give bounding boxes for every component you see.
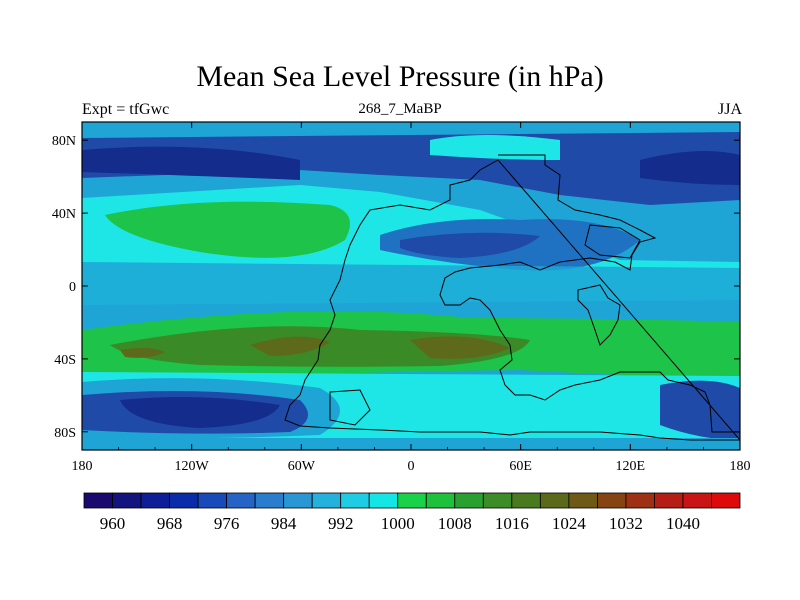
colorbar-swatch bbox=[654, 492, 684, 509]
colorbar-label: 1000 bbox=[381, 514, 415, 533]
colorbar-label: 1032 bbox=[609, 514, 643, 533]
colorbar-swatch bbox=[539, 492, 570, 509]
field-north-low bbox=[82, 130, 740, 205]
colorbar-label: 1040 bbox=[666, 514, 700, 533]
coastline-pangea bbox=[284, 154, 740, 441]
colorbar-swatch bbox=[311, 492, 342, 509]
colorbar-label: 1016 bbox=[495, 514, 529, 533]
colorbar-swatch bbox=[283, 492, 313, 509]
field-high-core-west bbox=[250, 336, 330, 356]
y-tick-label: 80S bbox=[54, 426, 76, 441]
colorbar-swatch bbox=[197, 492, 228, 509]
colorbar-swatch bbox=[625, 492, 655, 509]
colorbar-swatch bbox=[140, 492, 170, 509]
colorbar-swatch bbox=[454, 492, 484, 509]
coastlines bbox=[284, 154, 740, 441]
field-north-atlantic-high bbox=[105, 201, 350, 258]
field-north-pacific-low bbox=[82, 146, 300, 180]
colorbar-swatch bbox=[340, 492, 370, 509]
coastline-inner-sea bbox=[577, 284, 621, 346]
x-tick-label: 120E bbox=[616, 459, 646, 474]
x-tick-label: 60E bbox=[509, 459, 532, 474]
y-tick-label: 40N bbox=[52, 207, 76, 222]
colorbar-label: 1024 bbox=[552, 514, 587, 533]
x-tick-label: 0 bbox=[408, 459, 415, 474]
colorbar-label: 984 bbox=[271, 514, 297, 533]
colorbar-label: 1008 bbox=[438, 514, 472, 533]
colorbar-swatch bbox=[254, 492, 285, 509]
colorbar-swatch bbox=[711, 492, 741, 509]
colorbar: 960 968 976 984 992 1000 1008 1016 1024 1032 1040 bbox=[83, 492, 741, 533]
y-tick-label: 40S bbox=[54, 353, 76, 368]
colorbar-label: 960 bbox=[100, 514, 126, 533]
colorbar-swatch bbox=[682, 492, 712, 509]
x-tick-label: 60W bbox=[288, 459, 316, 474]
colorbar-swatch bbox=[482, 492, 513, 509]
field-arctic-cyan bbox=[430, 135, 560, 160]
season-label: JJA bbox=[717, 101, 742, 118]
field-high-core-east bbox=[410, 336, 510, 359]
field-southern-deep-low bbox=[120, 396, 280, 428]
colorbar-swatch bbox=[368, 492, 399, 509]
x-tick-label: 180 bbox=[72, 459, 93, 474]
field-southern-low-east bbox=[660, 380, 740, 440]
y-tick-label: 0 bbox=[69, 280, 76, 295]
field-north-asia-low bbox=[640, 151, 740, 185]
colorbar-swatch bbox=[568, 492, 598, 509]
colorbar-swatch bbox=[425, 492, 456, 509]
colorbar-swatch bbox=[112, 492, 142, 509]
period-label: 268_7_MaBP bbox=[358, 101, 442, 117]
field-polar-north bbox=[82, 122, 740, 138]
colorbar-swatch bbox=[83, 492, 113, 509]
map-title: Mean Sea Level Pressure (in hPa) bbox=[196, 60, 604, 93]
x-tick-label: 120W bbox=[175, 459, 210, 474]
colorbar-swatch bbox=[169, 492, 199, 509]
pressure-field bbox=[82, 122, 740, 450]
colorbar-label: 992 bbox=[328, 514, 354, 533]
field-asian-deep-low bbox=[400, 232, 540, 258]
x-axis: 180 120W 60W 0 60E 120E 180 bbox=[72, 122, 751, 474]
coastline-east-block bbox=[584, 224, 641, 259]
colorbar-swatch bbox=[596, 492, 627, 509]
x-tick-label: 180 bbox=[730, 459, 751, 474]
coastline-south-island bbox=[329, 389, 371, 426]
colorbar-label: 968 bbox=[157, 514, 183, 533]
colorbar-label: 976 bbox=[214, 514, 240, 533]
y-tick-label: 80N bbox=[52, 134, 76, 149]
y-axis: 80N 40N 0 40S 80S bbox=[52, 134, 740, 441]
field-equatorial bbox=[82, 262, 740, 318]
experiment-label: Expt = tfGwc bbox=[82, 101, 170, 118]
colorbar-swatch bbox=[397, 492, 427, 509]
colorbar-swatch bbox=[226, 492, 256, 509]
field-high-core-far bbox=[120, 347, 165, 358]
colorbar-swatch bbox=[511, 492, 541, 509]
